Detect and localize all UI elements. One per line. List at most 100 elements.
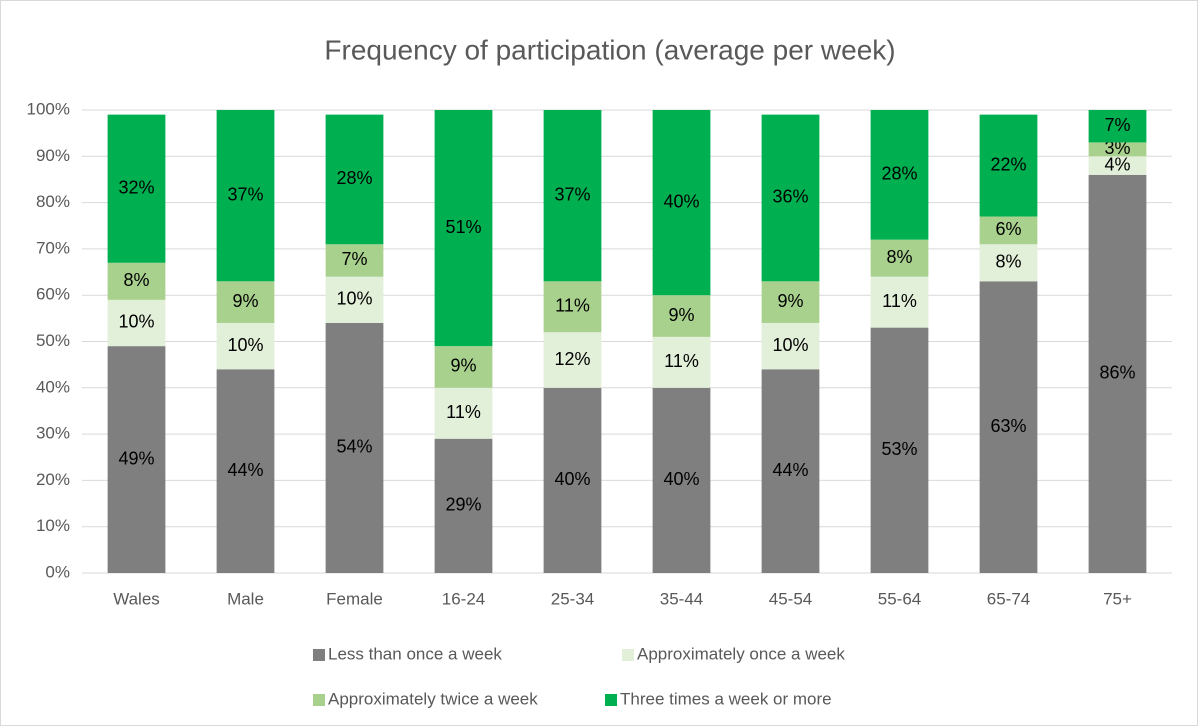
- x-tick-label: 65-74: [987, 589, 1030, 608]
- data-label: 10%: [118, 312, 154, 332]
- data-label: 4%: [1104, 154, 1130, 174]
- x-tick-label: 75+: [1103, 589, 1132, 608]
- bar-segment: [1088, 174, 1147, 573]
- data-label: 28%: [881, 164, 917, 184]
- bar-segment: [761, 322, 820, 370]
- bar-segment: [107, 114, 166, 263]
- data-label: 86%: [1099, 363, 1135, 383]
- bar-segment: [1088, 110, 1147, 143]
- bar-segment: [107, 262, 166, 300]
- legend-label: Less than once a week: [328, 644, 502, 663]
- bar-segment: [761, 369, 820, 573]
- bar-segment: [979, 216, 1038, 245]
- y-tick-label: 100%: [27, 99, 70, 118]
- data-label: 11%: [882, 291, 917, 311]
- data-label: 11%: [555, 296, 590, 316]
- data-label: 9%: [450, 356, 476, 376]
- bar-segment: [434, 387, 493, 439]
- data-label: 9%: [668, 305, 694, 325]
- bar-segment: [543, 110, 602, 282]
- data-label: 10%: [227, 335, 263, 355]
- y-tick-label: 80%: [36, 192, 70, 211]
- data-label: 51%: [445, 217, 481, 237]
- chart-title: Frequency of participation (average per …: [324, 34, 895, 65]
- y-tick-label: 40%: [36, 377, 70, 396]
- data-label: 22%: [990, 154, 1026, 174]
- data-label: 40%: [554, 469, 590, 489]
- data-label: 28%: [336, 168, 372, 188]
- data-label: 40%: [663, 469, 699, 489]
- x-tick-label: 45-54: [769, 589, 812, 608]
- bar-segment: [325, 322, 384, 573]
- data-label: 40%: [663, 191, 699, 211]
- bar-segment: [870, 239, 929, 277]
- legend-swatch: [313, 694, 325, 706]
- data-label: 32%: [118, 177, 154, 197]
- data-label: 8%: [123, 270, 149, 290]
- bar-segment: [107, 299, 166, 347]
- y-tick-label: 10%: [36, 516, 70, 535]
- bar-segment: [325, 276, 384, 323]
- bar-segment: [652, 110, 711, 296]
- data-label: 49%: [118, 448, 154, 468]
- y-tick-label: 30%: [36, 424, 70, 443]
- legend-swatch: [605, 694, 617, 706]
- bar-segment: [870, 110, 929, 240]
- bar-segment: [761, 281, 820, 323]
- bar-segment: [870, 327, 929, 573]
- x-tick-label: 16-24: [442, 589, 485, 608]
- bar-segment: [434, 110, 493, 347]
- bar-segment: [216, 322, 275, 370]
- data-label: 37%: [227, 184, 263, 204]
- data-label: 54%: [336, 437, 372, 457]
- bar-segment: [325, 244, 384, 277]
- x-tick-label: 55-64: [878, 589, 921, 608]
- bar-segment: [652, 387, 711, 573]
- bar-segment: [543, 332, 602, 388]
- y-tick-label: 70%: [36, 238, 70, 257]
- bar-segment: [979, 244, 1038, 282]
- legend-label: Approximately twice a week: [328, 689, 538, 708]
- bar-segment: [325, 114, 384, 245]
- bar-segment: [216, 369, 275, 573]
- data-label: 29%: [445, 495, 481, 515]
- y-tick-label: 0%: [45, 562, 70, 581]
- data-label: 12%: [554, 349, 590, 369]
- bar-segment: [216, 281, 275, 323]
- data-label: 36%: [772, 187, 808, 207]
- bar-segment: [1088, 156, 1147, 175]
- bar-segment: [107, 346, 166, 573]
- y-tick-label: 60%: [36, 285, 70, 304]
- y-tick-label: 90%: [36, 146, 70, 165]
- x-tick-label: Male: [227, 589, 264, 608]
- data-label: 53%: [881, 439, 917, 459]
- bar-segment: [979, 281, 1038, 573]
- bar-segment: [761, 114, 820, 282]
- bar-segment: [652, 295, 711, 337]
- legend-swatch: [313, 649, 325, 661]
- data-label: 11%: [664, 351, 699, 371]
- bar-segment: [1088, 142, 1147, 157]
- data-label: 63%: [990, 416, 1026, 436]
- data-label: 6%: [995, 219, 1021, 239]
- data-label: 10%: [336, 289, 372, 309]
- bar-segment: [979, 114, 1038, 217]
- data-label: 9%: [232, 291, 258, 311]
- data-label: 8%: [886, 247, 912, 267]
- bar-segment: [216, 110, 275, 282]
- data-label: 8%: [995, 252, 1021, 272]
- x-tick-label: 35-44: [660, 589, 703, 608]
- data-label: 3%: [1104, 138, 1130, 158]
- data-label: 44%: [227, 460, 263, 480]
- legend-label: Three times a week or more: [620, 689, 832, 708]
- bar-segment: [434, 438, 493, 573]
- x-tick-label: 25-34: [551, 589, 594, 608]
- data-label: 37%: [554, 184, 590, 204]
- data-label: 7%: [341, 249, 367, 269]
- bar-segment: [434, 346, 493, 388]
- bar-segment: [870, 276, 929, 328]
- data-label: 9%: [777, 291, 803, 311]
- x-tick-label: Wales: [113, 589, 160, 608]
- y-tick-label: 20%: [36, 470, 70, 489]
